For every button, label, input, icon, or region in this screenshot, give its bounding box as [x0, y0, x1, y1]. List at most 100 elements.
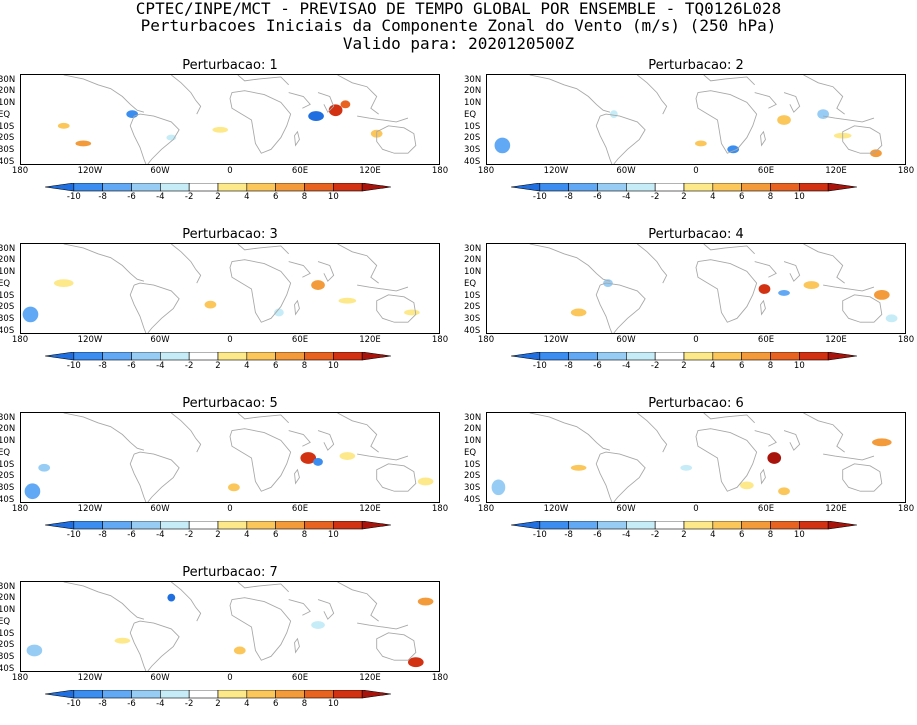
- anomaly-blob: [778, 289, 790, 296]
- coastline: [376, 463, 417, 492]
- coastline: [237, 244, 289, 255]
- lat-tick-label: 10N: [464, 436, 482, 446]
- lat-tick-label: 20S: [464, 471, 481, 481]
- lat-tick-label: 30S: [464, 483, 481, 493]
- lon-tick-label: 60E: [291, 673, 309, 683]
- lon-tick-label: 180: [897, 504, 915, 514]
- lon-tick-label: 0: [693, 504, 699, 514]
- coastline: [288, 430, 311, 447]
- coastline: [823, 284, 875, 292]
- colorbar-tick-label: -2: [650, 361, 660, 371]
- colorbar-segment: [654, 520, 685, 530]
- colorbar-graphic: [510, 182, 858, 192]
- lat-tick-label: 10S: [0, 629, 15, 639]
- coastline: [337, 413, 379, 453]
- anomaly-blob: [274, 308, 284, 317]
- coastline: [294, 468, 300, 485]
- coastline: [317, 430, 335, 451]
- panel-title: Perturbacao: 4: [648, 227, 744, 242]
- anomaly-blob: [300, 452, 317, 464]
- colorbar-tick-label: -10: [532, 192, 547, 202]
- lat-tick-label: 10N: [0, 436, 16, 446]
- world-map: [20, 581, 440, 672]
- coastline: [63, 413, 145, 451]
- coastline: [171, 244, 202, 284]
- colorbar-segment: [770, 182, 800, 192]
- lat-tick-label: 30N: [0, 413, 16, 423]
- colorbar-tick-label: -10: [66, 192, 81, 202]
- coastline: [595, 115, 613, 164]
- colorbar-segment: [73, 182, 103, 192]
- lat-tick-label: 30N: [464, 75, 482, 85]
- lon-tick-label: 60W: [150, 335, 170, 345]
- colorbar-tick-label: -4: [156, 530, 165, 540]
- colorbar-segment: [683, 351, 714, 361]
- lon-tick-label: 120E: [359, 166, 381, 176]
- colorbar-tick-label: 6: [738, 192, 745, 202]
- anomaly-blob: [340, 100, 351, 109]
- colorbar-segment: [275, 351, 305, 361]
- coastline: [529, 413, 611, 451]
- lat-tick-label: 20N: [0, 255, 16, 265]
- lat-tick-label: 10N: [464, 267, 482, 277]
- coastline: [695, 90, 758, 154]
- coastline: [760, 299, 766, 316]
- lon-tick-label: 180: [11, 166, 29, 176]
- anomaly-blob: [311, 621, 325, 629]
- anomaly-blob: [695, 140, 707, 147]
- coastline: [754, 261, 777, 278]
- lat-tick-label: 20N: [464, 255, 482, 265]
- lat-tick-label: 10S: [0, 122, 15, 132]
- coastline: [823, 453, 875, 461]
- colorbar-tick-label: -6: [593, 192, 602, 202]
- perturbation-panel: Perturbacao: 4 30N 20N 10N EQ 10S 20S 30S 40S 180…: [464, 227, 914, 387]
- colorbar-tick-label: 4: [710, 361, 716, 371]
- coastline: [237, 75, 289, 86]
- colorbar-graphic: [44, 351, 392, 361]
- colorbar-tick-label: -8: [98, 361, 107, 371]
- lat-tick-label: 10S: [464, 460, 481, 470]
- colorbar-tick-label: 2: [681, 192, 687, 202]
- colorbar: -10 -8 -6 -4 -2 2 4 6 8 10: [510, 180, 858, 204]
- world-map: [20, 243, 440, 334]
- colorbar-segment: [246, 689, 276, 699]
- anomaly-blob: [311, 280, 325, 290]
- lat-tick-label: 20N: [464, 424, 482, 434]
- anomaly-blob: [308, 111, 324, 121]
- coastline: [63, 244, 145, 282]
- colorbar-segment: [44, 182, 75, 192]
- lon-tick-label: 60W: [616, 504, 636, 514]
- colorbar-segment: [246, 520, 276, 530]
- colorbar-segment: [217, 351, 248, 361]
- lon-tick-label: 120E: [825, 335, 847, 345]
- anomaly-blob: [767, 452, 782, 464]
- anomaly-blob: [417, 477, 434, 486]
- anomaly-blob: [167, 593, 176, 602]
- lat-tick-label: 40S: [0, 157, 15, 167]
- colorbar-tick-label: 8: [301, 699, 308, 709]
- colorbar-segment: [626, 182, 656, 192]
- lon-tick-label: 0: [227, 504, 233, 514]
- main-subtitle: Perturbacoes Iniciais da Componente Zona…: [140, 16, 777, 35]
- colorbar-tick-label: 2: [681, 361, 687, 371]
- anomaly-blob: [817, 109, 830, 120]
- colorbar-segment: [712, 520, 742, 530]
- colorbar: -10 -8 -6 -4 -2 2 4 6 8 10: [510, 518, 858, 542]
- anomaly-blob: [313, 457, 323, 466]
- panel-title: Perturbacao: 3: [182, 227, 278, 242]
- lon-tick-label: 60E: [757, 504, 775, 514]
- map-canvas: [22, 244, 420, 333]
- lat-tick-label: EQ: [0, 617, 11, 627]
- lat-tick-label: 10S: [464, 291, 481, 301]
- colorbar-segment: [160, 182, 190, 192]
- lat-tick-label: 30S: [464, 145, 481, 155]
- colorbar-segment: [188, 182, 219, 192]
- lon-tick-label: 0: [693, 335, 699, 345]
- colorbar-segment: [246, 182, 276, 192]
- coastline: [288, 261, 311, 278]
- colorbar-segment: [712, 182, 742, 192]
- world-map: [486, 243, 906, 334]
- colorbar-tick-label: -8: [98, 192, 107, 202]
- colorbar-segment: [73, 520, 103, 530]
- colorbar-segment: [741, 520, 771, 530]
